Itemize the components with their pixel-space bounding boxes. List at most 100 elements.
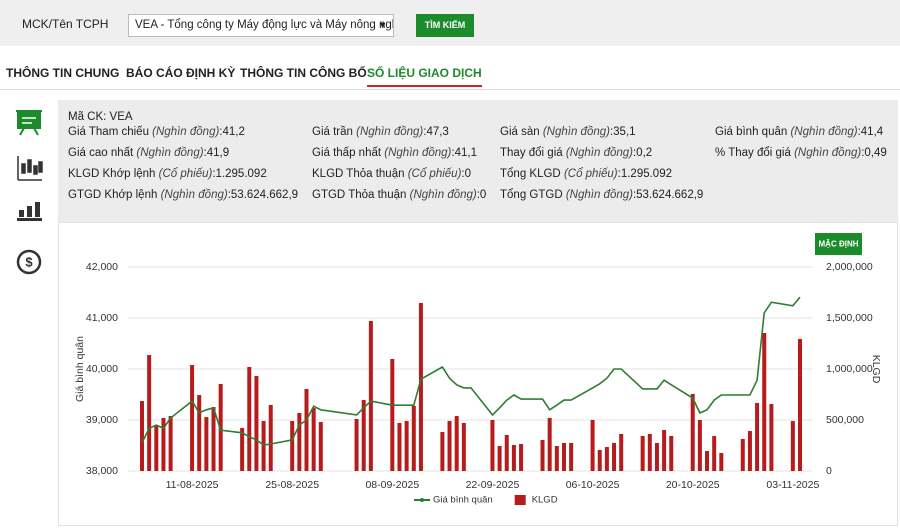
icon-set: $ <box>16 110 43 275</box>
field-unit: (Cổ phiếu) <box>407 168 462 180</box>
x-tick-label: 06-10-2025 <box>566 479 620 491</box>
field-value: :1.295.092 <box>212 168 267 180</box>
svg-text:$: $ <box>25 254 33 269</box>
search-button[interactable]: TÌM KIẾM <box>416 14 474 37</box>
volume-bar <box>769 403 774 471</box>
volume-bar <box>390 359 395 471</box>
chart: MẶC ĐỊNH 38,000 39,000 40,000 41,000 42,000 0 5… <box>74 233 882 506</box>
default-button-label[interactable]: MẶC ĐỊNH <box>819 240 859 249</box>
volume-bar <box>240 427 245 471</box>
info-field: Giá thấp nhất (Nghìn đồng):41,1 <box>312 147 477 159</box>
volume-bar <box>540 439 545 471</box>
volume-bar <box>211 407 216 471</box>
x-tick-label: 20-10-2025 <box>666 479 720 491</box>
y2-tick-label: 500,000 <box>826 414 864 426</box>
icon-bars[interactable] <box>17 202 42 221</box>
volume-bar <box>154 424 159 471</box>
volume-bar <box>619 433 624 471</box>
icon-presentation[interactable] <box>16 110 42 136</box>
volume-bar <box>161 417 166 471</box>
volume-bar <box>690 393 695 471</box>
field-unit: (Cổ phiếu) <box>158 168 213 180</box>
field-unit: (Nghìn đồng) <box>542 126 610 138</box>
y-axis-title: Giá bình quân <box>74 336 86 402</box>
volume-bar <box>447 421 452 471</box>
volume-bar <box>554 446 559 471</box>
field-label: Giá Tham chiếu <box>68 126 149 138</box>
volume-bar <box>547 417 552 471</box>
field-label: Giá trần <box>312 126 353 138</box>
volume-bar <box>404 421 409 471</box>
field-value: :53.624.662,9 <box>227 189 299 201</box>
field-label: MCK/Tên TCPH <box>22 17 109 31</box>
volume-bar <box>440 432 445 471</box>
field-label: KLGD Khớp lệnh <box>68 168 156 180</box>
field-unit: (Cổ phiếu) <box>563 168 618 180</box>
price-line <box>141 296 801 446</box>
volume-bar <box>304 388 309 471</box>
volume-bar <box>354 418 359 471</box>
volume-bar <box>705 451 710 471</box>
info-field: KLGD Thỏa thuận (Cổ phiếu):0 <box>312 168 471 180</box>
volume-bar <box>311 407 316 471</box>
stock-select[interactable]: VEA - Tổng công ty Máy động lực và Máy n… <box>128 14 394 37</box>
legend-label: KLGD <box>532 495 558 506</box>
volume-bar <box>612 442 617 471</box>
x-tick-label: 08-09-2025 <box>365 479 419 491</box>
y2-tick-label: 0 <box>826 465 832 477</box>
icon-candles[interactable] <box>17 156 43 181</box>
tab[interactable]: SỐ LIỆU GIAO DỊCH <box>367 66 482 87</box>
tab[interactable]: THÔNG TIN CHUNG <box>6 66 120 80</box>
stock-code: Mã CK: VEA <box>68 111 133 123</box>
field-unit: (Nghìn đồng) <box>565 189 633 201</box>
volume-bar <box>290 421 295 471</box>
volume-bar <box>504 434 509 471</box>
field-value: :41,1 <box>451 147 477 159</box>
icon-dollar[interactable]: $ <box>16 249 42 275</box>
tab[interactable]: THÔNG TIN CÔNG BỐ <box>240 66 367 80</box>
select-text: VEA - Tổng công ty Máy động lực và Máy n… <box>135 19 394 31</box>
volume-bar <box>318 422 323 471</box>
info-field: Giá cao nhất (Nghìn đồng):41,9 <box>68 147 229 159</box>
field-value: :1.295.092 <box>617 168 672 180</box>
volume-bar <box>740 438 745 471</box>
field-unit: (Nghìn đồng) <box>409 189 477 201</box>
info-field: Tổng GTGD (Nghìn đồng):53.624.662,9 <box>500 189 703 201</box>
volume-bar <box>762 332 767 471</box>
volume-bar <box>297 412 302 471</box>
volume-bar <box>190 365 195 471</box>
field-label: GTGD Khớp lệnh <box>68 189 158 201</box>
volume-bar <box>147 355 152 471</box>
info-field: Giá Tham chiếu (Nghìn đồng):41,2 <box>68 126 245 138</box>
info-field: Giá bình quân (Nghìn đồng):41,4 <box>715 126 883 138</box>
info-field: Giá sàn (Nghìn đồng):35,1 <box>500 126 636 138</box>
volume-bar <box>662 429 667 471</box>
default-button[interactable] <box>815 233 862 255</box>
field-label: Giá thấp nhất <box>312 147 382 159</box>
field-value: :41,4 <box>857 126 884 138</box>
x-tick-label: 11-08-2025 <box>166 479 219 491</box>
volume-bar <box>604 447 609 471</box>
volume-bar <box>204 417 209 471</box>
volume-bar <box>411 406 416 471</box>
field-label: KLGD Thỏa thuận <box>312 168 405 180</box>
volume-bar <box>697 420 702 471</box>
volume-bar <box>361 400 366 471</box>
field-value: :47,3 <box>423 126 449 138</box>
volume-bar <box>418 303 423 471</box>
field-value: :41,2 <box>219 126 245 138</box>
field-label: Thay đổi giá <box>500 147 563 159</box>
volume-bar <box>590 420 595 471</box>
y-tick-label: 38,000 <box>86 465 118 477</box>
field-label: Giá bình quân <box>715 126 788 138</box>
tab-bar: THÔNG TIN CHUNG BÁO CÁO ĐỊNH KỲ THÔNG TIN … <box>0 62 900 90</box>
field-unit: (Nghìn đồng) <box>152 126 220 138</box>
volume-bar <box>497 446 502 471</box>
legend-label: Giá bình quân <box>433 495 493 506</box>
volume-bar <box>755 402 760 471</box>
legend-symbol-dot <box>420 498 424 502</box>
info-field: KLGD Khớp lệnh (Cổ phiếu):1.295.092 <box>68 168 267 180</box>
legend-symbol <box>514 495 526 505</box>
y2-axis-title: KLGD <box>870 355 882 384</box>
tab[interactable]: BÁO CÁO ĐỊNH KỲ <box>126 66 236 80</box>
